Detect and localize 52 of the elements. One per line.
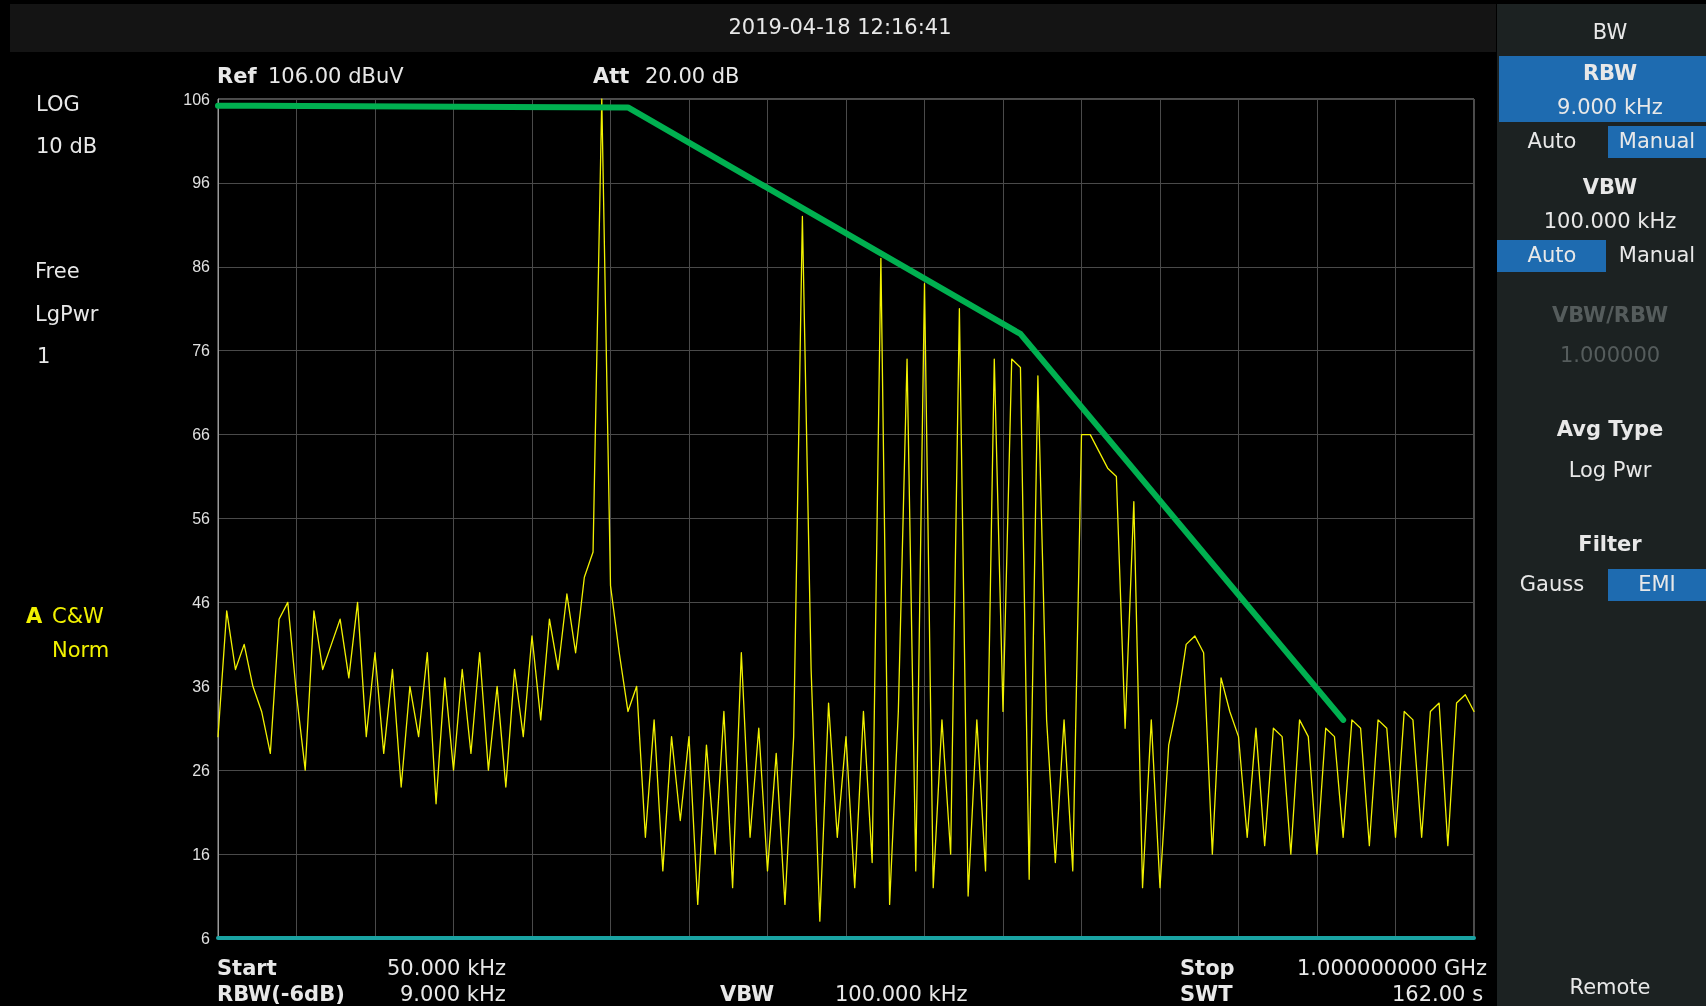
text: LgPwr xyxy=(35,302,99,327)
text: BW xyxy=(1592,20,1628,45)
text: 1 xyxy=(37,344,51,369)
text: 9.000 kHz xyxy=(1557,95,1663,120)
text: 20.00 dB xyxy=(645,64,740,89)
text: EMI xyxy=(1638,572,1676,597)
line-series xyxy=(217,98,1475,922)
text: 100.000 kHz xyxy=(835,982,968,1006)
text: C&W xyxy=(52,604,104,629)
y-tick-label: 96 xyxy=(192,174,211,192)
text: Filter xyxy=(1578,532,1642,557)
text: 1.000000000 GHz xyxy=(1297,956,1488,981)
text: Att xyxy=(593,64,630,89)
y-tick-label: 106 xyxy=(183,90,211,108)
text: Manual xyxy=(1618,243,1696,268)
text: 106.00 dBuV xyxy=(268,64,404,89)
text: RBW(-6dB) xyxy=(217,982,345,1006)
text: Ref xyxy=(217,64,257,89)
text: SWT xyxy=(1180,982,1233,1006)
text: Log Pwr xyxy=(1568,458,1652,483)
y-tick-label: 46 xyxy=(192,593,211,611)
text: VBW xyxy=(720,982,775,1006)
y-tick-label: 86 xyxy=(192,258,211,276)
text: Remote xyxy=(1569,975,1651,1000)
text: Free xyxy=(35,259,80,284)
text: 9.000 kHz xyxy=(400,982,506,1006)
text: Gauss xyxy=(1519,572,1585,597)
y-tick-label: 36 xyxy=(192,677,211,695)
text: Stop xyxy=(1180,956,1235,981)
text: LOG xyxy=(36,92,80,117)
text: Auto xyxy=(1527,243,1577,268)
text: 100.000 kHz xyxy=(1543,209,1677,234)
y-tick-label: 56 xyxy=(192,510,211,527)
text: Norm xyxy=(52,638,110,663)
text: Avg Type xyxy=(1556,417,1664,442)
y-tick-label: 26 xyxy=(192,761,211,779)
text: 2019-04-18 12:16:41 xyxy=(728,15,952,40)
text: 1.000000 xyxy=(1559,343,1661,368)
text: RBW xyxy=(1582,61,1638,86)
text: A xyxy=(26,604,43,629)
text: VBW xyxy=(1582,175,1638,200)
text: 10 dB xyxy=(36,134,98,159)
y-tick-label: 6 xyxy=(201,929,211,947)
text: 50.000 kHz xyxy=(387,956,507,981)
text: Manual xyxy=(1618,129,1696,154)
text: Auto xyxy=(1527,129,1577,154)
text: VBW/RBW xyxy=(1551,303,1669,328)
y-tick-label: 16 xyxy=(192,845,211,863)
text: 162.00 s xyxy=(1392,982,1484,1006)
y-tick-label: 66 xyxy=(192,426,211,444)
y-tick-label: 76 xyxy=(192,342,211,360)
text: Start xyxy=(217,956,277,981)
